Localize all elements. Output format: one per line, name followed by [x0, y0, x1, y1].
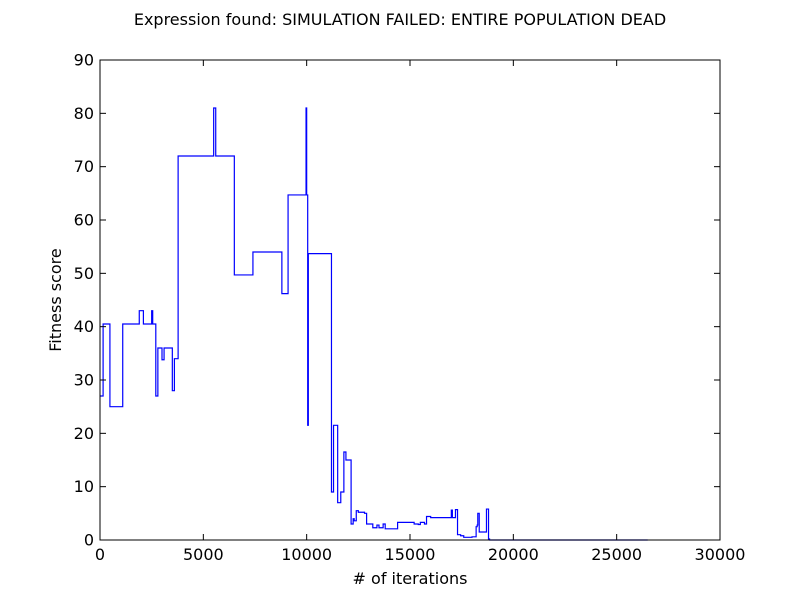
y-axis-ticks: 0 10 20 30 40 50 60 70 80 90	[74, 51, 720, 550]
y-tick-label: 90	[74, 51, 94, 70]
x-tick-label: 0	[95, 545, 105, 564]
y-tick-label: 10	[74, 477, 94, 496]
x-tick-label: 10000	[281, 545, 332, 564]
x-axis-label: # of iterations	[353, 569, 468, 588]
y-axis-label: Fitness score	[46, 248, 65, 352]
series-line-0	[100, 107, 648, 541]
plot-area	[100, 107, 648, 541]
y-tick-label: 50	[74, 264, 94, 283]
x-tick-label: 25000	[591, 545, 642, 564]
chart-title: Expression found: SIMULATION FAILED: ENT…	[134, 10, 666, 29]
y-tick-label: 20	[74, 424, 94, 443]
y-tick-label: 30	[74, 371, 94, 390]
y-tick-label: 40	[74, 317, 94, 336]
x-tick-label: 15000	[385, 545, 436, 564]
x-axis-ticks: 0 5000 10000 15000 20000 25000 30000	[95, 60, 746, 564]
y-tick-label: 0	[84, 531, 94, 550]
x-tick-label: 5000	[183, 545, 224, 564]
y-tick-label: 60	[74, 211, 94, 230]
plot-frame	[99, 59, 721, 541]
x-tick-label: 30000	[695, 545, 746, 564]
y-tick-label: 70	[74, 157, 94, 176]
y-tick-label: 80	[74, 104, 94, 123]
x-tick-label: 20000	[488, 545, 539, 564]
